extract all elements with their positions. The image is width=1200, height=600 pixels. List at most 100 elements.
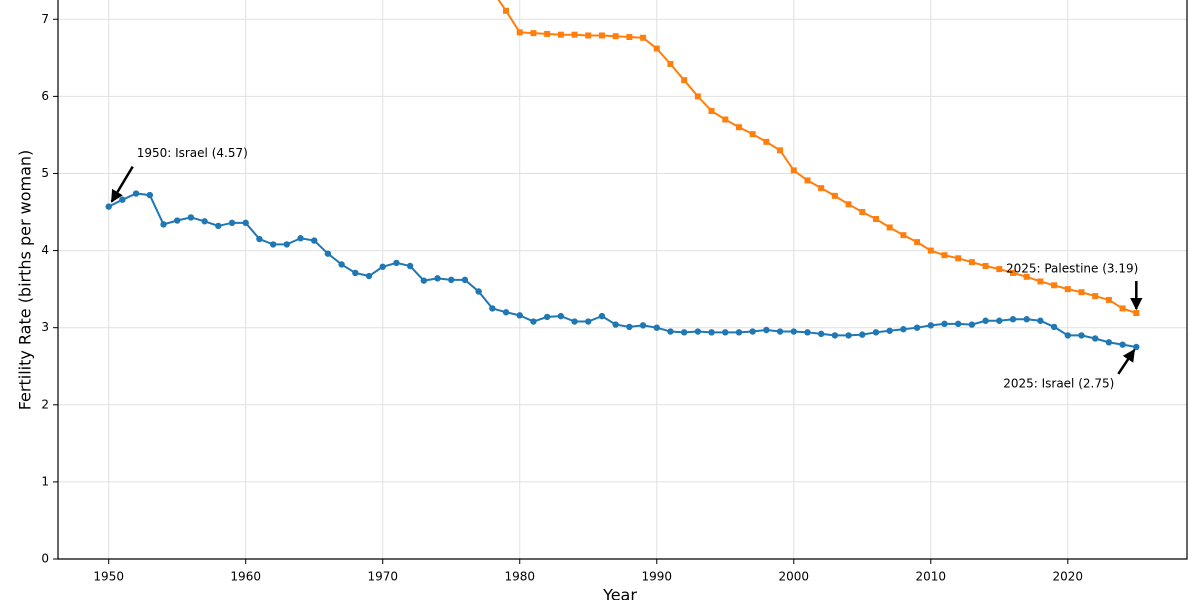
data-point	[954, 320, 962, 328]
data-point	[585, 32, 592, 39]
annotation: 2025: Palestine (3.19)	[1006, 262, 1138, 276]
data-point	[900, 326, 907, 333]
data-point	[256, 235, 263, 243]
data-point	[201, 218, 208, 225]
data-point	[187, 214, 195, 221]
data-point	[598, 312, 606, 320]
data-point	[790, 328, 797, 335]
y-tick-label: 6	[41, 89, 49, 103]
x-tick-label: 1950	[93, 570, 124, 584]
data-point	[735, 124, 742, 131]
data-point	[406, 262, 414, 270]
data-point	[1009, 269, 1016, 276]
data-point	[831, 332, 839, 339]
data-point	[475, 288, 482, 295]
data-point	[461, 276, 469, 284]
y-tick-label: 0	[41, 552, 49, 566]
data-point	[982, 263, 989, 270]
data-point	[1119, 341, 1126, 348]
data-point	[612, 33, 619, 40]
y-tick-label: 2	[41, 397, 49, 411]
data-point	[694, 93, 701, 100]
y-tick-label: 4	[41, 243, 49, 257]
data-point	[379, 263, 386, 270]
data-point	[1023, 273, 1030, 280]
data-point	[612, 321, 619, 328]
annotation-arrow	[1117, 348, 1136, 375]
data-point	[1037, 278, 1044, 285]
data-point	[927, 247, 934, 254]
data-point	[667, 328, 674, 335]
data-point	[818, 185, 825, 192]
x-tick-label: 2020	[1053, 570, 1084, 584]
x-tick-label: 1960	[230, 570, 261, 584]
data-point	[1051, 282, 1058, 289]
annotation: 2025: Israel (2.75)	[1003, 376, 1114, 390]
data-point	[749, 131, 756, 138]
data-point	[160, 221, 167, 228]
data-point	[749, 328, 756, 335]
data-point	[763, 138, 770, 145]
data-point	[1105, 296, 1112, 303]
data-point	[571, 31, 578, 38]
data-point	[845, 201, 852, 208]
data-point	[927, 322, 934, 329]
data-point	[516, 312, 523, 319]
data-point	[722, 116, 729, 123]
data-point	[544, 30, 551, 37]
data-point	[872, 329, 880, 336]
y-axis-label: Fertility Rate (births per woman)	[16, 150, 35, 411]
data-point	[653, 45, 660, 52]
data-point	[913, 324, 921, 331]
data-point	[804, 329, 811, 336]
data-point	[530, 318, 537, 325]
x-tick-label: 1970	[367, 570, 398, 584]
data-point	[708, 329, 715, 336]
data-point	[352, 269, 359, 277]
data-point	[941, 320, 948, 328]
data-point	[680, 329, 688, 336]
data-point	[1064, 286, 1071, 293]
data-point	[900, 232, 907, 239]
data-point	[448, 276, 455, 284]
data-point	[996, 317, 1003, 324]
data-point	[434, 275, 441, 282]
x-tick-label: 1990	[641, 570, 672, 584]
data-point	[516, 29, 523, 36]
data-point	[1009, 316, 1017, 323]
data-point	[996, 266, 1003, 273]
data-point	[543, 313, 551, 321]
data-point	[269, 241, 277, 248]
data-point	[817, 330, 825, 338]
data-point	[297, 235, 304, 242]
data-point	[859, 331, 866, 338]
data-point	[283, 241, 291, 248]
data-point	[571, 318, 578, 325]
data-point	[119, 196, 126, 203]
data-point	[872, 215, 879, 222]
data-point	[639, 322, 647, 329]
y-tick-label: 5	[41, 166, 49, 180]
x-tick-label: 1980	[504, 570, 535, 584]
data-point	[174, 217, 181, 224]
x-axis-label: Year	[602, 586, 637, 600]
data-point	[831, 192, 838, 199]
data-point	[1078, 332, 1085, 339]
data-point	[968, 259, 975, 266]
data-point	[393, 259, 400, 267]
data-point	[503, 7, 510, 14]
x-tick-label: 2000	[778, 570, 809, 584]
data-point	[886, 224, 893, 231]
data-point	[324, 250, 332, 257]
data-point	[228, 219, 236, 227]
data-point	[845, 332, 852, 339]
data-point	[640, 34, 647, 41]
annotation-arrow	[110, 165, 134, 203]
data-point	[557, 31, 564, 38]
data-point	[708, 108, 715, 115]
data-point	[132, 190, 140, 197]
data-point	[105, 203, 112, 210]
data-point	[735, 329, 743, 336]
